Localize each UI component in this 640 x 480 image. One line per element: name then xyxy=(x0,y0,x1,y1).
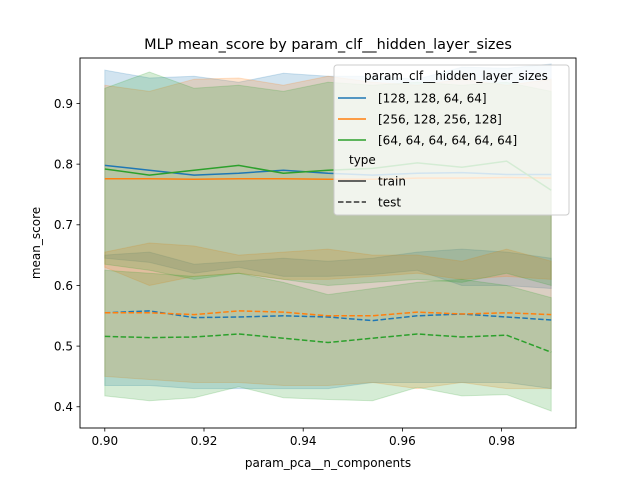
x-axis-label: param_pca__n_components xyxy=(245,456,411,470)
axes-frame xyxy=(79,57,577,429)
x-axis-ticks: 0.90 0.92 0.94 0.96 0.98 xyxy=(91,428,515,448)
line-test-series-3 xyxy=(104,333,552,353)
y-axis-label: mean_score xyxy=(29,207,43,279)
y-tick-label: 0.9 xyxy=(54,97,73,111)
y-tick-label: 0.8 xyxy=(54,157,73,171)
legend-box xyxy=(333,64,570,216)
legend: param_clf__hidden_layer_sizes type [128,… xyxy=(333,64,570,216)
y-tick-label: 0.5 xyxy=(54,339,73,353)
x-tick-label: 0.96 xyxy=(389,434,416,448)
legend-label-series-3: [64, 64, 64, 64, 64, 64] xyxy=(378,133,517,147)
y-tick-label: 0.4 xyxy=(54,400,73,414)
chart-title: MLP mean_score by param_clf__hidden_laye… xyxy=(144,37,512,53)
y-tick-label: 0.6 xyxy=(54,279,73,293)
x-tick-label: 0.92 xyxy=(191,434,218,448)
band-test-series-1 xyxy=(104,248,552,390)
x-tick-label: 0.98 xyxy=(488,434,515,448)
band-test-series-3 xyxy=(104,269,552,412)
legend-label-series-2: [256, 128, 256, 128] xyxy=(378,112,502,126)
y-axis-ticks: 0.4 0.5 0.6 0.7 0.8 0.9 xyxy=(54,97,80,414)
legend-label-series-1: [128, 128, 64, 64] xyxy=(378,91,487,105)
line-test-series-1 xyxy=(104,310,552,322)
legend-entries: [128, 128, 64, 64] [256, 128, 256, 128] [6… xyxy=(338,91,517,209)
legend-hue-title: param_clf__hidden_layer_sizes xyxy=(364,69,548,83)
legend-label-test: test xyxy=(378,195,401,209)
line-test-series-2 xyxy=(104,310,552,317)
y-tick-label: 0.7 xyxy=(54,218,73,232)
legend-label-train: train xyxy=(378,174,406,188)
legend-style-title: type xyxy=(349,153,376,167)
x-tick-label: 0.90 xyxy=(91,434,118,448)
x-tick-label: 0.94 xyxy=(290,434,317,448)
